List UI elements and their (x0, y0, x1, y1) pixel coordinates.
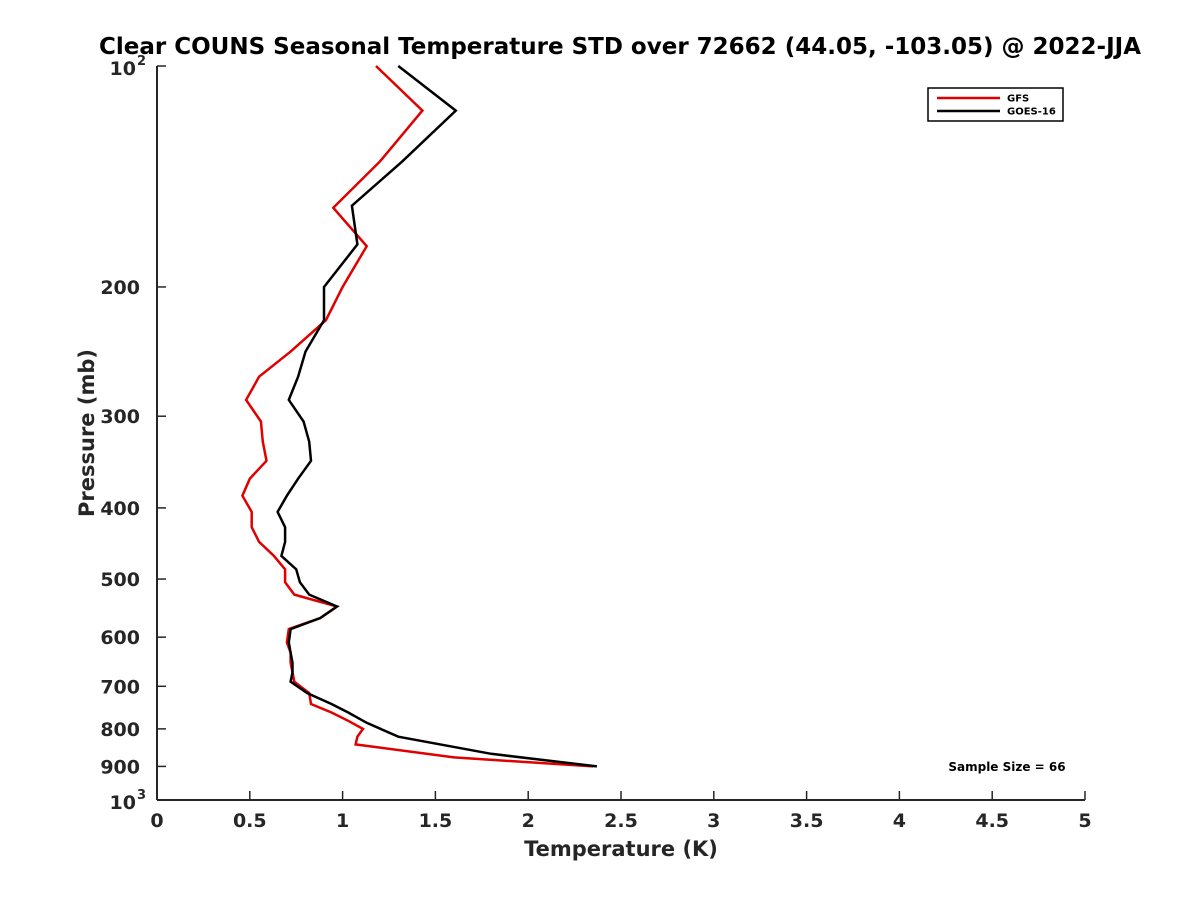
x-axis-label: Temperature (K) (524, 837, 718, 861)
plot-area (156, 66, 1085, 801)
y-tick-label: 500 (100, 569, 140, 591)
y-tick-label: 700 (100, 676, 140, 698)
x-tick-label: 0.5 (233, 810, 267, 832)
y-axis-label: Pressure (mb) (75, 349, 99, 517)
x-tick-label: 5 (1078, 810, 1091, 832)
series-group (241, 65, 598, 768)
y-tick-label: 800 (100, 719, 140, 741)
x-tick-label: 0 (150, 810, 163, 832)
sample-size-annotation: Sample Size = 66 (948, 760, 1065, 774)
y-tick-exponent: 3 (137, 788, 146, 803)
y-tick-label: 200 (100, 277, 140, 299)
y-tick-label: 400 (100, 498, 140, 520)
legend-label: GFS (1007, 94, 1029, 105)
y-tick-label: 900 (100, 756, 140, 778)
y-tick-label: 600 (100, 627, 140, 649)
x-tick-label: 1.5 (419, 810, 453, 832)
legend-label: GOES-16 (1007, 107, 1056, 118)
x-tick-label: 3 (707, 810, 720, 832)
y-tick-label: 10 (110, 792, 136, 814)
y-tick-label: 10 (110, 58, 136, 80)
x-tick-label: 1 (336, 810, 349, 832)
y-tick-label: 300 (100, 406, 140, 428)
chart-title: Clear COUNS Seasonal Temperature STD ove… (99, 34, 1141, 60)
x-tick-label: 4.5 (975, 810, 1009, 832)
series-line-goes-16 (276, 65, 598, 768)
x-tick-label: 4 (893, 810, 906, 832)
x-tick-label: 3.5 (790, 810, 824, 832)
x-ticks: 0 0.5 1 1.5 2 2.5 3 3.5 4 4.5 5 (150, 791, 1092, 832)
y-tick-exponent: 2 (137, 54, 146, 69)
legend: GFS GOES-16 (927, 87, 1064, 122)
series-line-gfs (241, 65, 594, 768)
legend-box (927, 87, 1064, 122)
x-tick-label: 2.5 (604, 810, 638, 832)
x-tick-label: 2 (522, 810, 535, 832)
